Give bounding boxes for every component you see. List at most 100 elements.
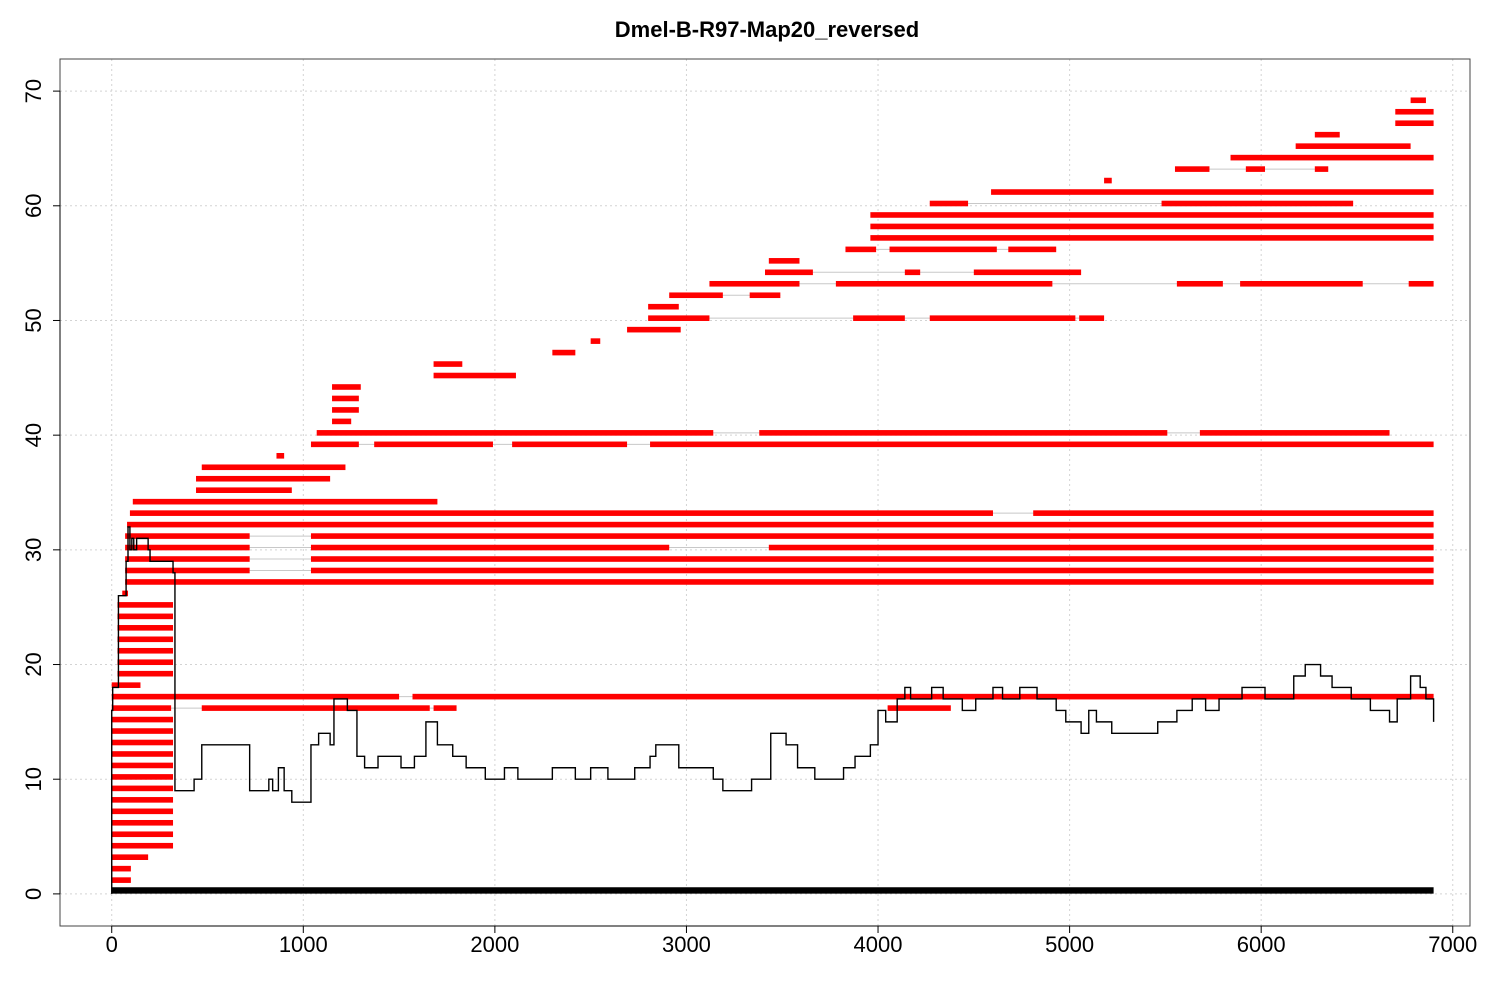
alignment-segment bbox=[1199, 430, 1390, 436]
alignment-segment bbox=[132, 498, 438, 505]
x-axis: 0 1000 2000 3000 4000 5000 6000 7000 bbox=[106, 925, 1477, 957]
alignment-segment bbox=[765, 269, 813, 276]
alignment-segment bbox=[1408, 280, 1434, 287]
alignment-segment bbox=[125, 533, 250, 539]
alignment-segment bbox=[870, 235, 1434, 241]
alignment-segment bbox=[870, 212, 1434, 218]
alignment-segment bbox=[111, 831, 174, 838]
alignment-segment bbox=[1174, 166, 1210, 172]
alignment-segment bbox=[316, 430, 714, 436]
alignment-segment bbox=[1161, 200, 1354, 207]
alignment-segment bbox=[111, 716, 174, 723]
alignment-segment bbox=[1079, 315, 1105, 321]
alignment-segment bbox=[759, 430, 1168, 436]
alignment-segment bbox=[111, 705, 172, 711]
alignment-segment bbox=[973, 269, 1082, 276]
alignment-segment bbox=[332, 407, 359, 413]
alignment-segment bbox=[332, 418, 352, 425]
alignment-segment bbox=[117, 647, 174, 654]
alignment-segment bbox=[709, 280, 800, 287]
y-tick-label: 70 bbox=[21, 79, 46, 103]
alignment-segment bbox=[1245, 166, 1266, 172]
x-tick-label: 1000 bbox=[279, 932, 328, 957]
alignment-segment bbox=[117, 625, 174, 631]
alignment-segment bbox=[111, 819, 174, 826]
alignment-segment bbox=[129, 510, 993, 516]
alignment-segment bbox=[111, 728, 174, 734]
coverage-layer bbox=[111, 526, 1435, 894]
alignment-segment bbox=[1395, 108, 1434, 115]
alignment-segment bbox=[889, 246, 997, 253]
alignment-segment bbox=[1314, 166, 1329, 172]
alignment-segment bbox=[552, 349, 576, 356]
alignment-segment bbox=[332, 395, 359, 402]
alignment-segment bbox=[111, 682, 141, 688]
alignment-segment bbox=[768, 258, 800, 264]
alignment-segment bbox=[1395, 120, 1434, 127]
y-tick-label: 0 bbox=[21, 888, 46, 900]
alignment-segment bbox=[768, 544, 1434, 551]
alignment-segment bbox=[196, 487, 292, 494]
alignment-segment bbox=[648, 303, 679, 310]
alignment-segment bbox=[125, 567, 250, 574]
alignment-segment bbox=[1410, 97, 1426, 104]
alignment-segment bbox=[310, 567, 1434, 574]
alignment-segment bbox=[835, 280, 1053, 287]
alignment-segments bbox=[111, 97, 1434, 883]
alignment-segment bbox=[117, 659, 174, 666]
alignment-segment bbox=[650, 441, 1434, 448]
alignment-segment bbox=[853, 315, 905, 321]
alignment-segment bbox=[870, 223, 1434, 230]
x-tick-label: 0 bbox=[106, 932, 118, 957]
alignment-segment bbox=[1295, 143, 1411, 149]
connector-lines bbox=[111, 168, 1434, 709]
alignment-segment bbox=[1230, 154, 1434, 161]
alignment-segment bbox=[125, 544, 250, 551]
alignment-segment bbox=[201, 464, 346, 471]
alignment-segment bbox=[1033, 510, 1434, 516]
alignment-segment bbox=[627, 326, 681, 333]
alignment-segment bbox=[929, 315, 1076, 321]
x-tick-label: 5000 bbox=[1045, 932, 1094, 957]
y-tick-label: 40 bbox=[21, 423, 46, 447]
alignment-segment bbox=[991, 189, 1434, 195]
alignment-segment bbox=[433, 705, 457, 711]
alignment-segment bbox=[111, 842, 174, 849]
alignment-segment bbox=[276, 453, 285, 459]
y-tick-label: 60 bbox=[21, 194, 46, 218]
x-tick-label: 3000 bbox=[662, 932, 711, 957]
alignment-segment bbox=[111, 865, 131, 872]
y-axis: 0 10 20 30 40 50 60 70 bbox=[21, 79, 61, 900]
alignment-segment bbox=[111, 739, 174, 746]
alignment-segment bbox=[122, 590, 129, 597]
alignment-segment bbox=[196, 475, 331, 482]
alignment-segment bbox=[1314, 131, 1340, 138]
alignment-segment bbox=[374, 441, 493, 448]
alignment-segment bbox=[125, 556, 250, 562]
alignment-segment bbox=[111, 774, 174, 780]
alignment-segment bbox=[127, 521, 1434, 528]
x-tick-label: 7000 bbox=[1428, 932, 1477, 957]
x-tick-label: 2000 bbox=[470, 932, 519, 957]
alignment-segment bbox=[1176, 280, 1223, 287]
coverage-line bbox=[111, 526, 1435, 894]
alignment-segment bbox=[1104, 177, 1112, 184]
y-tick-label: 30 bbox=[21, 538, 46, 562]
alignment-segment bbox=[904, 269, 921, 276]
alignment-segment bbox=[117, 670, 174, 677]
alignment-segment bbox=[310, 533, 1434, 539]
alignment-segment bbox=[669, 292, 723, 299]
alignment-segment bbox=[201, 705, 430, 711]
alignment-segment bbox=[1008, 246, 1057, 253]
alignment-segment bbox=[125, 579, 1434, 585]
alignment-segment bbox=[433, 372, 516, 379]
y-tick-label: 50 bbox=[21, 308, 46, 332]
alignment-segment bbox=[929, 200, 969, 207]
x-tick-label: 6000 bbox=[1237, 932, 1286, 957]
alignment-segment bbox=[310, 544, 670, 551]
alignment-segment bbox=[117, 613, 174, 620]
alignment-segment bbox=[749, 292, 781, 299]
alignment-segment bbox=[648, 315, 710, 321]
y-tick-label: 20 bbox=[21, 652, 46, 676]
